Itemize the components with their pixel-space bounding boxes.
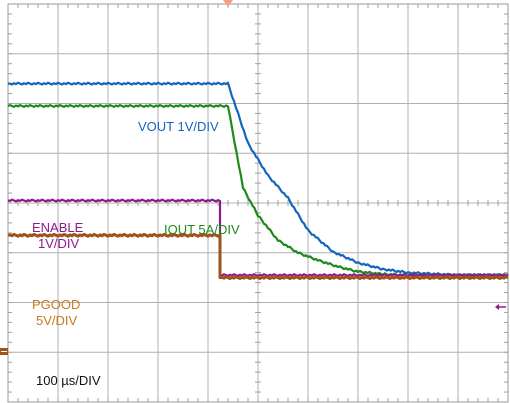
pgood-label-line2: 5V/DIV xyxy=(36,313,78,328)
graticule xyxy=(7,3,509,403)
pgood-label-line1: PGOOD xyxy=(32,297,80,312)
iout-label: IOUT 5A/DIV xyxy=(164,222,240,237)
timebase-label: 100 µs/DIV xyxy=(36,373,101,388)
trace-2 xyxy=(7,104,509,278)
trace-group xyxy=(7,81,509,280)
enable-label-line1: ENABLE xyxy=(32,220,84,235)
enable-label-line2: 1V/DIV xyxy=(38,236,80,251)
trigger-level-arrow xyxy=(495,304,499,310)
trace-1 xyxy=(8,81,509,278)
vout-label: VOUT 1V/DIV xyxy=(138,119,219,134)
trigger-position-marker xyxy=(223,0,233,7)
marker-group xyxy=(0,0,506,355)
trace-4 xyxy=(7,232,509,280)
